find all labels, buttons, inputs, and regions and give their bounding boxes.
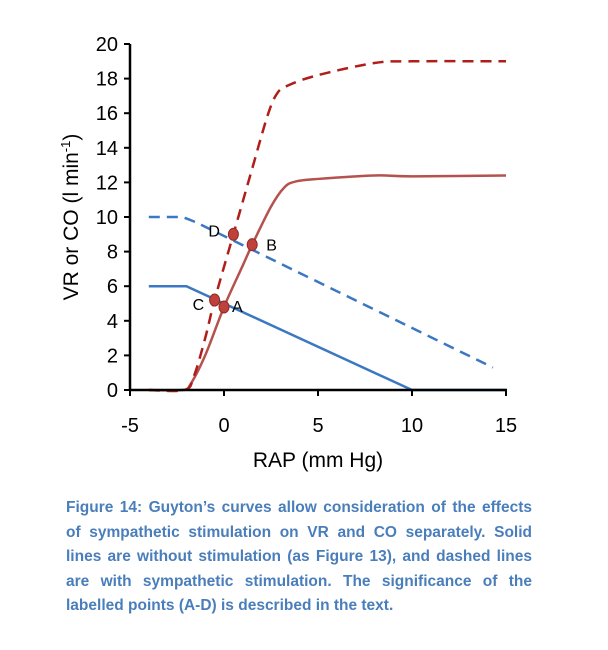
y-tick-label: 18 xyxy=(96,69,118,91)
y-tick-label: 4 xyxy=(107,311,118,333)
caption-text: : Guyton’s curves allow consideration of… xyxy=(66,499,532,614)
x-tick-label: -5 xyxy=(121,415,139,437)
point-A xyxy=(218,300,230,314)
figure-number: Figure 14 xyxy=(66,499,138,516)
y-tick-label: 12 xyxy=(96,172,118,194)
y-tick-label: 8 xyxy=(107,242,118,264)
series-line-2 xyxy=(148,174,507,392)
series-line-3 xyxy=(148,59,507,393)
x-tick-label: 5 xyxy=(312,415,323,437)
figure-caption: Figure 14: Guyton’s curves allow conside… xyxy=(66,496,532,619)
x-axis-label: RAP (mm Hg) xyxy=(253,449,383,472)
y-tick-label: 14 xyxy=(96,138,118,160)
point-C xyxy=(209,293,221,307)
y-tick-label: 16 xyxy=(96,103,118,125)
y-tick-label: 6 xyxy=(107,276,118,298)
point-label-D: D xyxy=(208,223,220,240)
y-tick-label: 0 xyxy=(107,380,118,402)
point-D xyxy=(227,227,239,241)
y-tick-label: 2 xyxy=(107,345,118,367)
series-line-1 xyxy=(148,215,494,369)
x-tick-label: 10 xyxy=(401,415,423,437)
y-tick-label: 20 xyxy=(96,34,118,56)
point-B xyxy=(246,238,258,252)
point-label-B: B xyxy=(266,238,277,255)
y-axis-label: VR or CO (l min-1) xyxy=(58,134,83,301)
x-tick-label: 0 xyxy=(218,415,229,437)
point-label-A: A xyxy=(232,299,243,316)
y-tick-label: 10 xyxy=(96,207,118,229)
point-label-C: C xyxy=(193,297,205,314)
x-tick-label: 15 xyxy=(495,415,517,437)
